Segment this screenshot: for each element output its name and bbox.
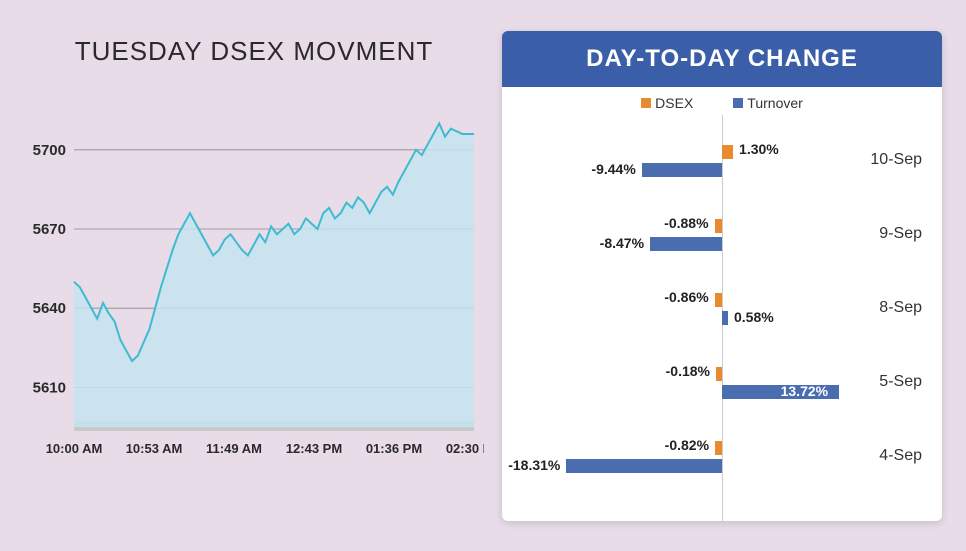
svg-text:12:43 PM: 12:43 PM <box>286 441 342 456</box>
svg-text:5700: 5700 <box>33 141 66 158</box>
bar-turnover <box>566 459 722 473</box>
bar-dsex-label: -0.18% <box>666 363 710 379</box>
svg-text:5670: 5670 <box>33 221 66 238</box>
bar-row: 1.30% -9.44% 10-Sep <box>522 125 922 199</box>
svg-text:11:49 AM: 11:49 AM <box>206 441 262 456</box>
svg-text:5610: 5610 <box>33 379 66 396</box>
line-chart-title: TUESDAY DSEX MOVMENT <box>24 36 484 67</box>
svg-text:5640: 5640 <box>33 300 66 317</box>
svg-text:10:53 AM: 10:53 AM <box>126 441 183 456</box>
bar-dsex-label: -0.88% <box>664 215 708 231</box>
legend-dsex: DSEX <box>641 95 693 111</box>
bar-chart-panel: DAY-TO-DAY CHANGE DSEX Turnover 1.30% -9.… <box>502 31 942 521</box>
bar-row: -0.86% 0.58% 8-Sep <box>522 273 922 347</box>
bar-turnover <box>722 311 728 325</box>
bar-dsex <box>722 145 733 159</box>
bar-dsex <box>715 219 722 233</box>
bar-turnover-label: 0.58% <box>734 309 774 325</box>
bar-date-label: 4-Sep <box>879 447 922 465</box>
bar-date-label: 10-Sep <box>870 151 922 169</box>
bar-chart-title: DAY-TO-DAY CHANGE <box>502 31 942 87</box>
bar-dsex <box>715 441 722 455</box>
line-chart-panel: TUESDAY DSEX MOVMENT 5610 5640 5670 5700 10:… <box>24 36 484 516</box>
bar-date-label: 8-Sep <box>879 299 922 317</box>
bar-chart-area: 1.30% -9.44% 10-Sep -0.88% -8.47% 9-Sep -0.86%… <box>502 115 942 521</box>
line-chart-svg: 5610 5640 5670 5700 10:00 AM 10:53 AM 11:49 AM… <box>24 87 484 467</box>
bar-row: -0.88% -8.47% 9-Sep <box>522 199 922 273</box>
svg-text:01:36 PM: 01:36 PM <box>366 441 422 456</box>
legend-turnover: Turnover <box>733 95 803 111</box>
bar-row: -0.82%-18.31%4-Sep <box>522 421 922 495</box>
line-chart-area: 5610 5640 5670 5700 10:00 AM 10:53 AM 11:49 AM… <box>24 87 484 467</box>
bar-turnover-label: -8.47% <box>600 235 644 251</box>
bar-dsex-label: -0.86% <box>664 289 708 305</box>
svg-text:02:30 PM: 02:30 PM <box>446 441 484 456</box>
bar-dsex-label: 1.30% <box>739 141 779 157</box>
bar-turnover-label: 13.72% <box>781 383 828 399</box>
svg-text:10:00 AM: 10:00 AM <box>46 441 103 456</box>
bar-row: -0.18% 13.72% 5-Sep <box>522 347 922 421</box>
bar-date-label: 9-Sep <box>879 225 922 243</box>
bar-turnover <box>650 237 722 251</box>
bar-dsex-label: -0.82% <box>665 437 709 453</box>
bar-turnover <box>642 163 722 177</box>
bar-chart-legend: DSEX Turnover <box>502 87 942 115</box>
bar-dsex <box>715 293 722 307</box>
bar-turnover-label: -18.31% <box>508 457 560 473</box>
bar-turnover-label: -9.44% <box>591 161 635 177</box>
bar-date-label: 5-Sep <box>879 373 922 391</box>
bar-dsex <box>716 367 722 381</box>
